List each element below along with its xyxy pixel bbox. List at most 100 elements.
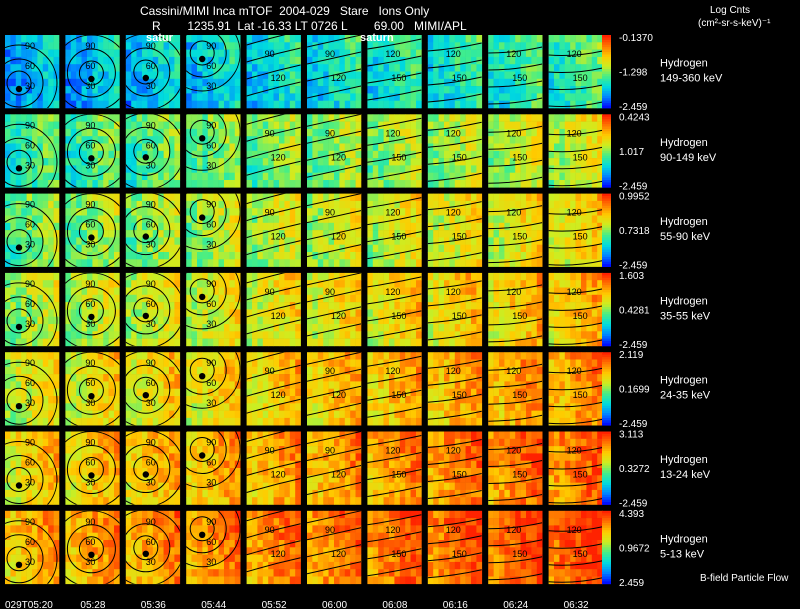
saturn-marker: [15, 323, 23, 331]
contour-lines: [548, 447, 603, 504]
image-panel: 120 150: [548, 193, 603, 267]
saturn-marker: [88, 393, 95, 400]
colorbar-mid-label: 0.9672: [619, 543, 650, 554]
contour-lines: [246, 35, 301, 97]
colorbar: [602, 510, 611, 585]
contour-lines: [65, 352, 120, 426]
contour-label: 60: [85, 220, 95, 230]
contour-label: 30: [25, 398, 35, 408]
time-tick-label: 05:28: [80, 600, 105, 609]
contour-label: 90: [146, 438, 156, 448]
contour-lines: [488, 522, 543, 581]
saturn-marker: [142, 312, 149, 320]
contour-label: 90: [146, 41, 156, 51]
species-label: Hydrogen: [660, 216, 708, 228]
contour-label: 120: [567, 366, 582, 376]
contour-label: 120: [567, 49, 582, 59]
contour-lines: [427, 359, 482, 420]
contour-label: 90: [25, 358, 35, 368]
contour-label: 60: [85, 458, 95, 468]
contour-label: 120: [385, 49, 400, 59]
image-panel: 120 150: [367, 193, 422, 267]
image-panel: 90 60 30: [186, 431, 241, 505]
contour-label: 120: [567, 525, 582, 535]
contour-label: 120: [271, 549, 286, 559]
image-panel: 120 150: [427, 352, 483, 426]
contour-label: 120: [271, 152, 286, 162]
saturn-marker: [199, 373, 206, 380]
contour-lines: [307, 272, 361, 337]
saturn-marker: [142, 154, 149, 161]
saturn-marker: [15, 165, 23, 172]
contour-label: 150: [512, 549, 527, 559]
colorbar: [602, 431, 611, 505]
contour-label: 90: [85, 120, 95, 130]
contour-label: 60: [25, 220, 35, 230]
image-panel: 90 60 30: [5, 352, 60, 426]
contour-lines: [488, 443, 543, 501]
saturn-label: satur: [146, 32, 174, 44]
contour-label: 90: [265, 49, 275, 59]
contour-label: 60: [25, 537, 35, 547]
image-panel: 120 150: [488, 35, 543, 109]
contour-lines: [307, 431, 361, 495]
contour-lines: [186, 114, 241, 171]
contour-label: 150: [573, 470, 588, 480]
contour-label: 120: [271, 311, 286, 321]
contour-lines: [125, 35, 180, 108]
image-panel: 90 60 30: [5, 114, 60, 188]
contour-label: 90: [206, 41, 216, 51]
contour-lines: [427, 201, 482, 262]
colorbar: [602, 193, 611, 267]
contour-label: 150: [573, 232, 588, 242]
species-label: Hydrogen: [660, 295, 708, 307]
orbit-info: R 1235.91 Lat -16.33 LT 0726 L 69.00 MIM…: [152, 19, 467, 33]
image-panel: 90 120: [246, 272, 301, 347]
contour-label: 90: [146, 517, 156, 527]
image-panel: 90 60 30: [65, 510, 120, 585]
contour-label: 120: [446, 208, 461, 218]
units-title: Log Cnts: [710, 5, 751, 16]
contour-lines: [186, 431, 241, 488]
contour-label: 120: [446, 128, 461, 138]
contour-lines: [488, 363, 543, 422]
contour-label: 30: [146, 240, 156, 250]
contour-label: 120: [446, 287, 461, 297]
contour-label: 150: [512, 73, 527, 83]
image-panel: 90 60 30: [186, 510, 241, 585]
image-panel: 120 150: [427, 272, 483, 347]
contour-label: 90: [265, 446, 275, 456]
image-panel: 90 60 30: [125, 431, 181, 505]
contour-label: 120: [331, 311, 346, 321]
image-panel: 120 150: [367, 272, 422, 347]
contour-lines: [307, 352, 361, 416]
image-panel: 90 60 30: [125, 352, 181, 426]
contour-label: 30: [25, 319, 35, 329]
contour-label: 120: [385, 525, 400, 535]
contour-lines: [367, 514, 422, 577]
contour-label: 30: [206, 319, 216, 329]
contour-label: 60: [206, 61, 216, 71]
contour-label: 120: [271, 390, 286, 400]
colorbar-mid-label: 0.1699: [619, 385, 650, 396]
contour-lines: [65, 114, 120, 188]
species-label: Hydrogen: [660, 375, 708, 387]
contour-label: 90: [25, 517, 35, 527]
contour-lines: [307, 510, 361, 575]
contour-label: 30: [25, 478, 35, 488]
contour-label: 120: [385, 446, 400, 456]
contour-lines: [65, 193, 120, 267]
contour-lines: [246, 510, 301, 573]
contour-label: 30: [85, 557, 95, 567]
energy-range-label: 13-24 keV: [660, 469, 711, 481]
contour-lines: [488, 205, 543, 264]
image-panel: 90 60 30: [65, 193, 120, 267]
contour-lines: [5, 44, 58, 108]
image-panel: 90 60 30: [65, 431, 120, 505]
contour-label: 120: [506, 128, 521, 138]
contour-lines: [125, 352, 180, 426]
image-panel: 90 60 30: [186, 193, 241, 267]
plot-title: Cassini/MIMI Inca mTOF 2004-029 Stare Io…: [140, 4, 430, 18]
contour-label: 30: [25, 240, 35, 250]
image-panel: 120 150: [488, 114, 543, 188]
